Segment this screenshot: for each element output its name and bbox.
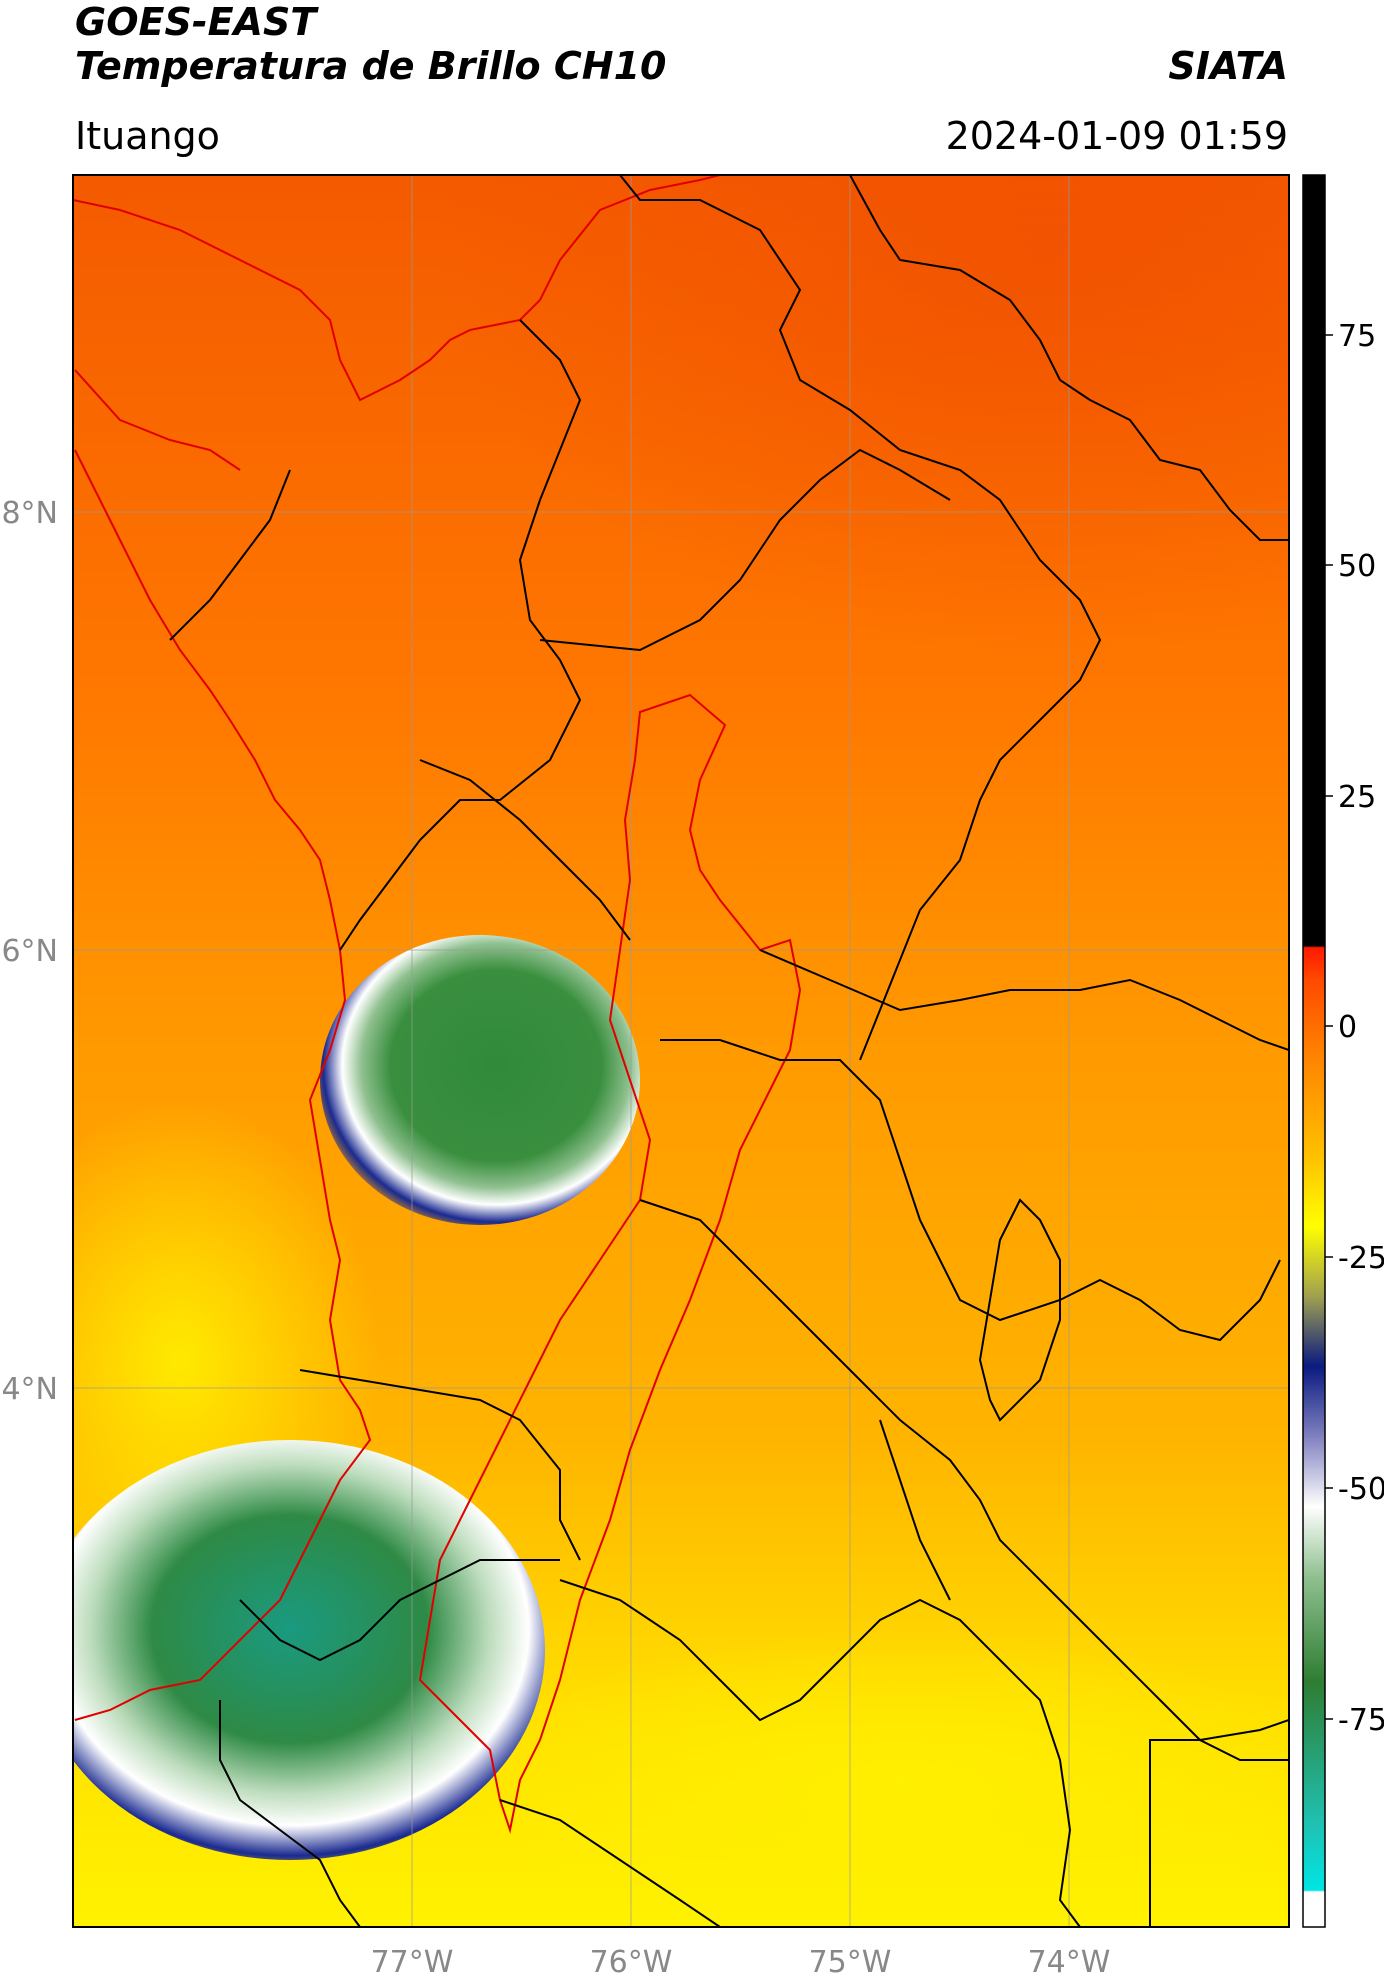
lon-label-75w: 75°W <box>809 1945 892 1980</box>
colorbar-tick-0: 0 <box>1338 1010 1357 1045</box>
colorbar-scale <box>1302 174 1326 1928</box>
product-title: Temperatura de Brillo CH10 <box>75 44 667 88</box>
region-label: Ituango <box>75 114 220 158</box>
lon-label-77w: 77°W <box>371 1945 454 1980</box>
timestamp-label: 2024-01-09 01:59 <box>945 114 1288 158</box>
storm-cell-1 <box>320 935 640 1225</box>
colorbar-tick-minus75: -75 <box>1338 1703 1384 1738</box>
longitude-labels: 77°W 76°W 75°W 74°W <box>371 1945 1111 1980</box>
colorbar: 75 50 25 0 -25 -50 -75 <box>1302 174 1384 1928</box>
colorbar-tick-25: 25 <box>1338 780 1376 815</box>
organization-label: SIATA <box>1168 44 1288 88</box>
borders <box>169 175 1289 1927</box>
latitude-labels: 8°N 6°N 4°N <box>1 496 58 1407</box>
lon-label-74w: 74°W <box>1028 1945 1111 1980</box>
colorbar-tick-minus25: -25 <box>1338 1241 1384 1276</box>
lon-label-76w: 76°W <box>590 1945 673 1980</box>
colorbar-tick-minus50: -50 <box>1338 1472 1384 1507</box>
map-frame <box>72 174 1290 1928</box>
colorbar-tick-50: 50 <box>1338 549 1376 584</box>
coastline <box>73 175 721 1721</box>
colorbar-tick-75: 75 <box>1338 319 1376 354</box>
storm-cell-2 <box>73 1440 545 1860</box>
lat-label-4n: 4°N <box>1 1372 58 1407</box>
map-area <box>73 175 1289 1927</box>
lat-label-6n: 6°N <box>1 934 58 969</box>
lat-label-8n: 8°N <box>1 496 58 531</box>
satellite-title: GOES-EAST <box>75 0 317 44</box>
gridlines <box>73 175 1289 1927</box>
